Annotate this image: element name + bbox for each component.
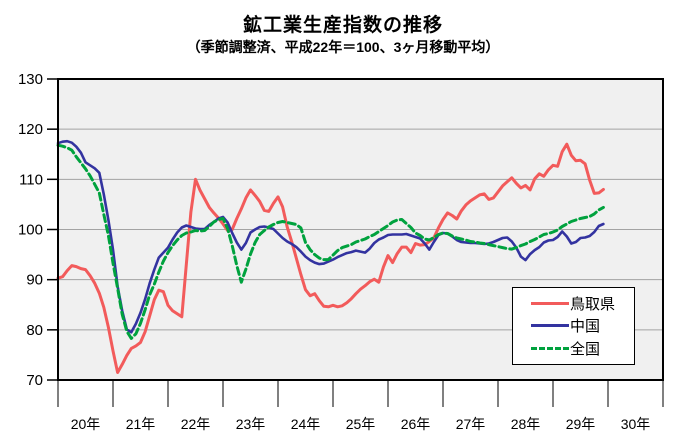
legend-line-sample-chugoku <box>531 324 569 328</box>
legend: 鳥取県 中国 全国 <box>512 287 635 365</box>
legend-item-chugoku: 中国 <box>531 315 634 337</box>
series-line-chugoku <box>56 139 605 334</box>
y-tick-label: 90 <box>26 272 43 289</box>
legend-item-tottori: 鳥取県 <box>531 292 634 314</box>
x-tick-label: 23年 <box>236 416 266 432</box>
x-tick-label: 25年 <box>346 416 376 432</box>
chart-title: 鉱工業生産指数の推移 <box>242 15 443 36</box>
legend-label-zenkoku: 全国 <box>570 341 601 359</box>
legend-item-zenkoku: 全国 <box>531 338 634 360</box>
x-tick-label: 26年 <box>401 416 431 432</box>
y-tick-label: 110 <box>19 171 43 188</box>
series-line-zenkoku <box>56 143 605 340</box>
legend-line-sample-zenkoku <box>531 347 569 351</box>
y-tick-label: 80 <box>26 322 43 339</box>
y-tick-label: 100 <box>18 222 43 239</box>
y-tick-label: 120 <box>18 121 43 138</box>
x-tick-label: 30年 <box>621 416 651 432</box>
legend-label-chugoku: 中国 <box>570 318 601 336</box>
x-tick-label: 22年 <box>181 416 211 432</box>
x-tick-label: 21年 <box>126 416 156 432</box>
x-tick-label: 24年 <box>291 416 321 432</box>
x-tick-label: 20年 <box>71 416 101 432</box>
y-tick-label: 130 <box>18 71 43 88</box>
legend-line-sample-tottori <box>531 301 569 305</box>
x-tick-label: 29年 <box>566 416 596 432</box>
x-tick-label: 28年 <box>511 416 541 432</box>
chart-subtitle: （季節調整済、平成22年＝100、3ヶ月移動平均） <box>186 39 500 55</box>
series-line-tottori <box>56 142 605 374</box>
x-tick-label: 27年 <box>456 416 486 432</box>
plot-border <box>57 78 664 381</box>
y-tick-label: 70 <box>26 372 43 389</box>
legend-label-tottori: 鳥取県 <box>570 295 616 313</box>
